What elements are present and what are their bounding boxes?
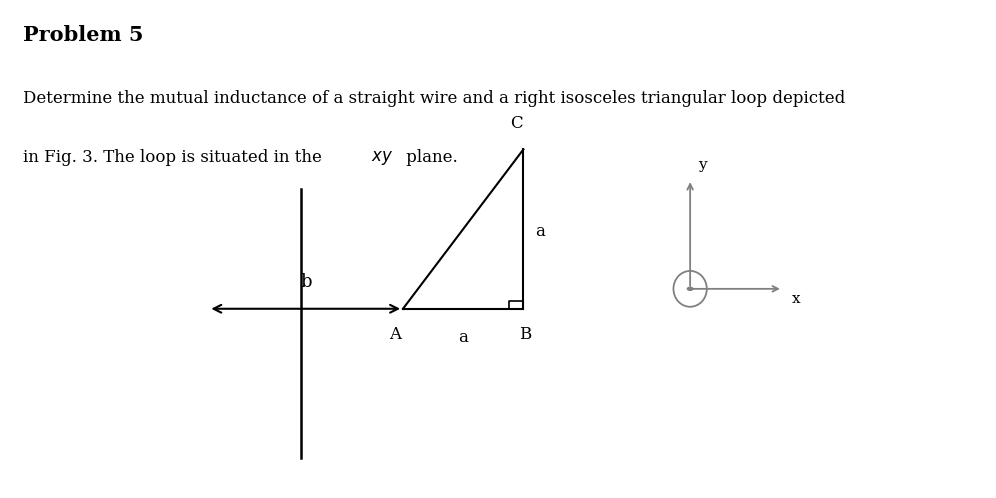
Text: a: a [536, 223, 545, 240]
Text: A: A [389, 326, 401, 343]
Text: C: C [511, 115, 523, 132]
Text: b: b [300, 273, 312, 291]
Text: x: x [792, 292, 801, 306]
Circle shape [687, 287, 693, 290]
Text: B: B [519, 326, 532, 343]
Text: y: y [697, 158, 706, 172]
Text: plane.: plane. [401, 149, 458, 166]
Text: in Fig. 3. The loop is situated in the: in Fig. 3. The loop is situated in the [23, 149, 328, 166]
Text: Determine the mutual inductance of a straight wire and a right isosceles triangu: Determine the mutual inductance of a str… [23, 90, 846, 107]
Text: $xy$: $xy$ [371, 149, 392, 167]
Text: a: a [458, 329, 468, 346]
Text: Problem 5: Problem 5 [23, 25, 143, 45]
